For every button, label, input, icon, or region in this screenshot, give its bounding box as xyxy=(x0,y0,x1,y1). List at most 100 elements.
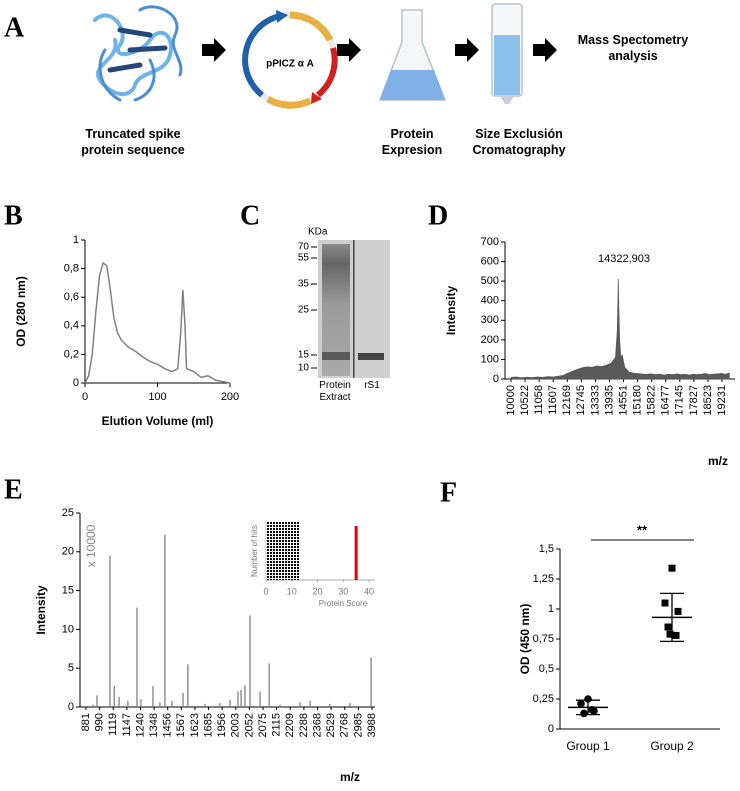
arrow xyxy=(202,38,226,62)
scale-label: x 10000 xyxy=(84,524,98,567)
point xyxy=(664,623,672,631)
x-tick-label: 10 xyxy=(287,586,297,596)
step-label: Truncated spike protein sequence xyxy=(81,127,185,157)
x-tick-label: 17145 xyxy=(674,385,686,416)
lane-label: Protein Extract xyxy=(319,380,351,403)
panel-letter: A xyxy=(4,12,25,43)
point xyxy=(584,695,592,703)
y-tick-label: 0,2 xyxy=(64,348,79,360)
x-tick-label: 11607 xyxy=(547,385,559,415)
y-tick-label: 400 xyxy=(481,295,499,307)
x-tick-label: 2052 xyxy=(243,713,255,737)
x-tick-label: 30 xyxy=(338,586,348,596)
x-tick-label: 20 xyxy=(312,586,322,596)
panel-letter: E xyxy=(4,474,23,505)
x-tick-label: 16477 xyxy=(660,385,672,416)
y-tick-label: 15 xyxy=(62,585,74,597)
x-tick-label: 15180 xyxy=(632,385,644,416)
y-tick-label: 25 xyxy=(62,507,74,519)
x-tick-label: 2768 xyxy=(339,713,351,737)
gel xyxy=(318,240,390,378)
x-tick-label: 1685 xyxy=(202,713,214,737)
plasmid-name: pPICZ α A xyxy=(266,59,314,70)
y-axis-label: Intensity xyxy=(34,585,48,635)
marker-label: 15 xyxy=(298,350,310,361)
x-tick-label: 14551 xyxy=(617,385,629,416)
x-tick-label: 1147 xyxy=(121,713,133,737)
y-tick-label: 5 xyxy=(68,662,74,674)
y-tick-label: 300 xyxy=(481,314,499,326)
lane-label: rS1 xyxy=(364,380,380,391)
gel-unit: KDa xyxy=(308,227,328,238)
x-tick-label: 1567 xyxy=(175,713,187,737)
y-tick-label: 20 xyxy=(62,546,74,558)
line xyxy=(84,261,231,384)
peak-annotation: 14322,903 xyxy=(598,253,650,265)
x-tick-label: 0 xyxy=(263,586,268,596)
x-axis-label: Elution Volume (ml) xyxy=(102,414,214,428)
point xyxy=(661,599,669,607)
x-tick-label: 2529 xyxy=(325,713,337,737)
y-tick-label: 1 xyxy=(548,603,554,615)
x-tick-label: 13333 xyxy=(589,385,601,416)
y-tick-label: 200 xyxy=(481,334,499,346)
marker-label: 55 xyxy=(298,253,310,264)
y-tick-label: 1 xyxy=(73,234,79,246)
x-tick-label: 10522 xyxy=(519,385,531,416)
x-tick-label: 1348 xyxy=(148,713,160,737)
y-axis-label: OD (450 nm) xyxy=(518,604,532,675)
marker-label: 70 xyxy=(298,242,310,253)
x-tick-label: Group 1 xyxy=(566,739,610,753)
x-tick-label: 881 xyxy=(80,713,92,731)
y-tick-label: 0 xyxy=(73,377,79,389)
arrow xyxy=(533,38,557,62)
x-tick-label: 2075 xyxy=(257,713,269,737)
marker-label: 25 xyxy=(298,305,310,316)
marker-label: 10 xyxy=(298,363,310,374)
y-tick-label: 0,75 xyxy=(533,633,554,645)
spectrum-area xyxy=(510,279,730,380)
x-tick-label: 1956 xyxy=(216,713,228,737)
x-tick-label: 2115 xyxy=(271,713,283,737)
x-tick-label: 1119 xyxy=(107,713,119,736)
column xyxy=(491,3,523,104)
y-tick-label: 0,5 xyxy=(539,663,554,675)
x-tick-label: 2288 xyxy=(298,713,310,737)
arrow xyxy=(455,38,479,62)
x-tick-label: 15822 xyxy=(646,385,658,416)
significance: ** xyxy=(637,522,648,537)
y-tick-label: 1,25 xyxy=(533,573,554,585)
y-tick-label: 0 xyxy=(68,701,74,713)
y-axis-label: Intensity xyxy=(444,286,458,336)
marker-label: 35 xyxy=(298,279,310,290)
x-tick-label: 12169 xyxy=(561,385,573,416)
flask xyxy=(378,9,447,101)
x-axis-label: m/z xyxy=(708,454,728,468)
point xyxy=(668,564,676,572)
y-axis-label: Number of hits xyxy=(250,525,259,577)
panel-letter: C xyxy=(240,200,260,231)
y-tick-label: 600 xyxy=(481,255,499,267)
x-tick-label: 10000 xyxy=(505,385,517,416)
step-label: Size Exclusión Cromatography xyxy=(472,127,566,157)
point xyxy=(577,700,585,708)
x-tick-label: 11058 xyxy=(533,385,545,415)
y-tick-label: 700 xyxy=(481,236,499,248)
x-tick-label: 3988 xyxy=(366,713,378,737)
y-tick-label: 0,4 xyxy=(64,320,79,332)
x-tick-label: 40 xyxy=(364,586,374,596)
y-tick-label: 0 xyxy=(493,373,499,385)
y-tick-label: 0 xyxy=(548,723,554,735)
x-tick-label: 0 xyxy=(82,391,88,403)
protein-ribbon xyxy=(93,5,183,102)
x-tick-label: 100 xyxy=(148,391,166,403)
point xyxy=(672,631,680,639)
x-tick-label: Group 2 xyxy=(650,739,694,753)
x-tick-label: 19231 xyxy=(716,385,728,416)
x-tick-label: 2003 xyxy=(230,713,242,737)
x-tick-label: 2368 xyxy=(311,713,323,737)
y-axis-label: OD (280 nm) xyxy=(14,276,28,347)
x-tick-label: 2985 xyxy=(352,713,364,737)
x-axis-label: Protein Score xyxy=(319,599,368,608)
